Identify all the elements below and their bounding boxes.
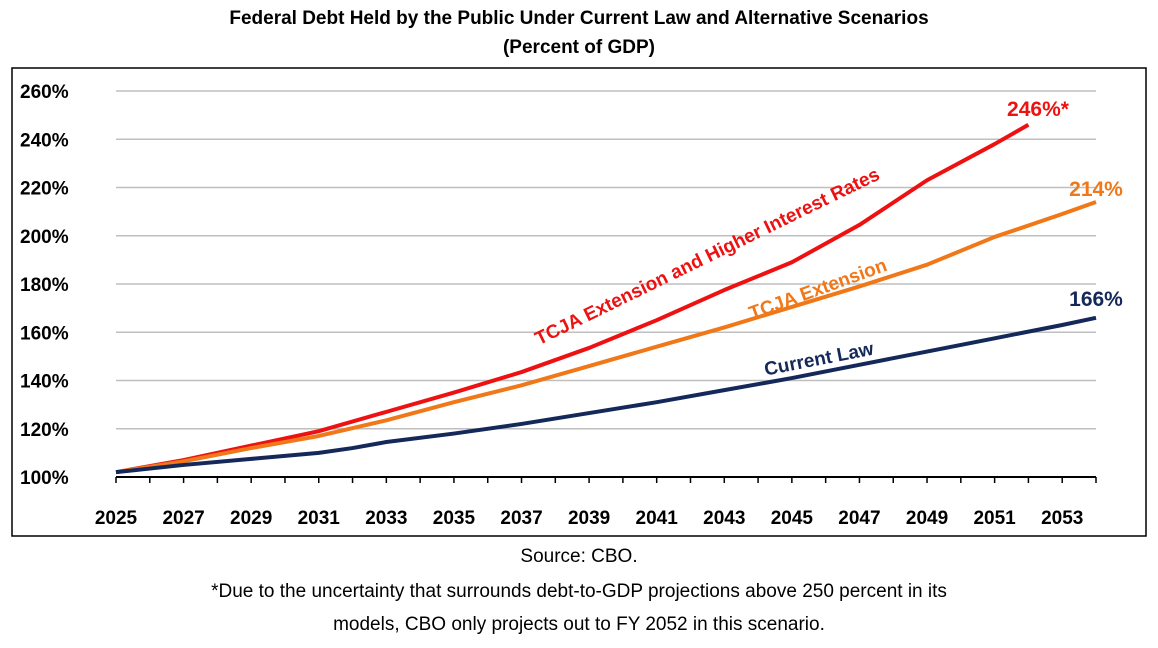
x-tick-label: 2037 xyxy=(500,508,542,529)
x-tick-label: 2025 xyxy=(95,508,138,529)
chart-frame xyxy=(11,67,1147,537)
x-tick-label: 2031 xyxy=(298,508,341,529)
x-tick-label: 2049 xyxy=(906,508,948,529)
y-tick-label: 140% xyxy=(20,372,69,393)
series-labels: TCJA Extension and Higher Interest Rates… xyxy=(532,98,1123,380)
end-value-label: 214% xyxy=(1069,178,1123,201)
gridlines xyxy=(116,90,1096,430)
x-tick-label: 2043 xyxy=(703,508,745,529)
y-tick-label: 240% xyxy=(20,130,69,151)
chart-subtitle: (Percent of GDP) xyxy=(503,37,655,58)
series-lines xyxy=(115,123,1097,475)
x-axis: 2025 2027 2029 2031 2033 2035 2037 2039 2041 2043… xyxy=(95,476,1097,529)
x-tick-label: 2041 xyxy=(636,508,679,529)
y-tick-label: 180% xyxy=(20,275,69,296)
x-tick-label: 2047 xyxy=(838,508,880,529)
series-name-label: TCJA Extension xyxy=(746,255,889,324)
chart-title: Federal Debt Held by the Public Under Cu… xyxy=(229,8,928,29)
y-axis: 100% 120% 140% 160% 180% 200% 220% 240% 260% xyxy=(20,82,69,489)
x-tick-label: 2029 xyxy=(230,508,272,529)
y-tick-label: 260% xyxy=(20,82,69,103)
x-tick-label: 2027 xyxy=(162,508,204,529)
y-tick-label: 100% xyxy=(20,468,69,489)
y-tick-label: 120% xyxy=(20,420,69,441)
series-line xyxy=(115,123,1030,475)
x-tick-label: 2051 xyxy=(973,508,1016,529)
series-line xyxy=(115,200,1097,475)
series-name-label: TCJA Extension and Higher Interest Rates xyxy=(532,164,883,350)
source-note: Source: CBO. xyxy=(520,546,637,567)
series-line xyxy=(115,315,1097,475)
end-value-label: 246%* xyxy=(1007,98,1070,121)
footnote-line-1: *Due to the uncertainty that surrounds d… xyxy=(211,581,947,602)
y-tick-label: 220% xyxy=(20,179,69,200)
y-tick-label: 200% xyxy=(20,227,69,248)
y-tick-label: 160% xyxy=(20,323,69,344)
x-tick-label: 2033 xyxy=(365,508,407,529)
x-tick-label: 2045 xyxy=(771,508,814,529)
end-value-label: 166% xyxy=(1069,288,1123,311)
x-tick-label: 2039 xyxy=(568,508,610,529)
x-tick-label: 2035 xyxy=(433,508,476,529)
footnote-line-2: models, CBO only projects out to FY 2052… xyxy=(333,614,825,635)
x-tick-label: 2053 xyxy=(1041,508,1083,529)
